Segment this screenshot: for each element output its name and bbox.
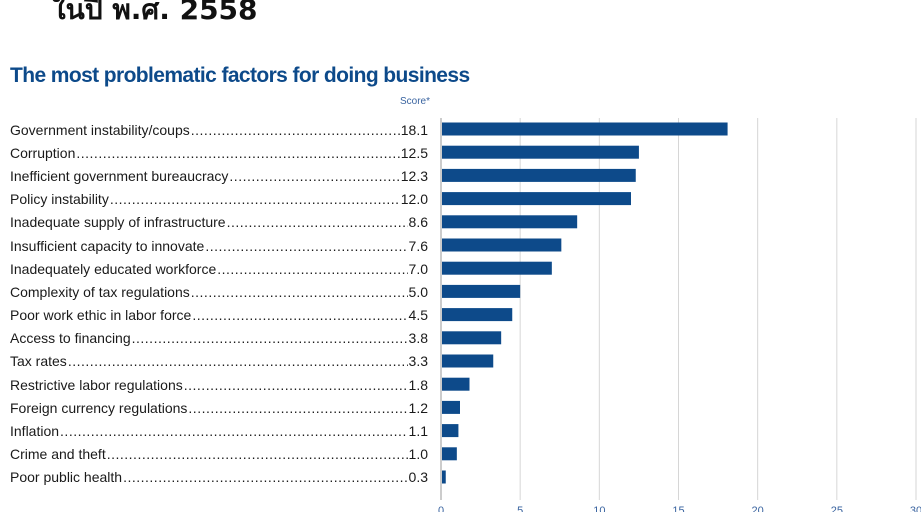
data-label: 7.6 [408, 237, 428, 254]
category-label: Corruption [10, 144, 76, 161]
bar-11 [442, 354, 494, 368]
category-label: Inadequate supply of infrastructure [10, 214, 226, 231]
dot-leader: ........................................… [226, 214, 408, 231]
category-row: Government instability/coups............… [10, 118, 428, 141]
category-row: Inadequate supply of infrastructure.....… [10, 211, 428, 234]
data-label: 12.3 [400, 167, 428, 184]
chart-title: The most problematic factors for doing b… [10, 64, 470, 87]
x-tick-label-30: 30 [910, 505, 921, 512]
bar-16 [442, 470, 446, 484]
category-label: Poor public health [10, 469, 123, 486]
category-label-list: Government instability/coups............… [10, 118, 428, 489]
category-row: Crime and theft.........................… [10, 443, 428, 466]
bar-10 [442, 331, 502, 345]
category-row: Tax rates...............................… [10, 350, 428, 373]
bar-4 [442, 192, 631, 206]
category-row: Complexity of tax regulations...........… [10, 280, 428, 303]
bar-8 [442, 284, 521, 298]
data-label: 18.1 [400, 121, 428, 138]
category-row: Policy instability......................… [10, 188, 428, 211]
category-row: Foreign currency regulations............… [10, 396, 428, 419]
category-row: Inadequately educated workforce.........… [10, 257, 428, 280]
x-tick-label-0: 0 [438, 505, 444, 512]
x-tick-label-5: 5 [517, 505, 523, 512]
category-label: Access to financing [10, 330, 131, 347]
x-tick-label-15: 15 [672, 505, 684, 512]
dot-leader: ........................................… [106, 446, 408, 463]
dot-leader: ........................................… [192, 307, 408, 324]
data-label: 0.3 [408, 469, 428, 486]
x-tick-label-25: 25 [831, 505, 843, 512]
bar-2 [442, 145, 639, 159]
bar-14 [442, 424, 459, 438]
data-label: 8.6 [408, 214, 428, 231]
bar-9 [442, 308, 513, 322]
bar-7 [442, 261, 552, 275]
data-label: 3.3 [408, 353, 428, 370]
dot-leader: ........................................… [190, 121, 400, 138]
dot-leader: ........................................… [190, 283, 408, 300]
bar-3 [442, 168, 636, 182]
dot-leader: ........................................… [67, 353, 408, 370]
data-label: 3.8 [408, 330, 428, 347]
category-label: Government instability/coups [10, 121, 190, 138]
category-row: Poor work ethic in labor force..........… [10, 304, 428, 327]
dot-leader: ........................................… [183, 376, 408, 393]
bar-13 [442, 400, 460, 414]
x-tick-label-10: 10 [593, 505, 605, 512]
category-label: Insufficient capacity to innovate [10, 237, 205, 254]
data-label: 12.0 [400, 191, 428, 208]
bar-6 [442, 238, 562, 252]
category-row: Access to financing.....................… [10, 327, 428, 350]
data-label: 7.0 [408, 260, 428, 277]
dot-leader: ........................................… [123, 469, 408, 486]
category-label: Restrictive labor regulations [10, 376, 183, 393]
dot-leader: ........................................… [60, 423, 408, 440]
dot-leader: ........................................… [188, 399, 408, 416]
category-label: Policy instability [10, 191, 109, 208]
dot-leader: ........................................… [76, 144, 400, 161]
category-label: Inflation [10, 423, 60, 440]
bar-1 [442, 122, 728, 136]
category-row: Restrictive labor regulations...........… [10, 373, 428, 396]
category-row: Insufficient capacity to innovate.......… [10, 234, 428, 257]
category-row: Inflation...............................… [10, 419, 428, 442]
data-label: 12.5 [400, 144, 428, 161]
page-header-text: ในปี พ.ศ. 2558 [52, 0, 258, 26]
category-label: Tax rates [10, 353, 67, 370]
category-row: Poor public health......................… [10, 466, 428, 489]
data-label: 5.0 [408, 283, 428, 300]
data-label: 1.8 [408, 376, 428, 393]
x-tick-label-20: 20 [752, 505, 764, 512]
category-label: Complexity of tax regulations [10, 283, 190, 300]
data-label: 1.2 [408, 399, 428, 416]
dot-leader: ........................................… [109, 191, 400, 208]
dot-leader: ........................................… [217, 260, 407, 277]
score-column-label: Score* [399, 96, 430, 107]
data-label: 4.5 [408, 307, 428, 324]
category-row: Inefficient government bureaucracy......… [10, 164, 428, 187]
dot-leader: ........................................… [229, 167, 400, 184]
data-label: 1.1 [408, 423, 428, 440]
dot-leader: ........................................… [205, 237, 408, 254]
bar-12 [442, 377, 470, 391]
category-label: Foreign currency regulations [10, 399, 188, 416]
category-label: Inefficient government bureaucracy [10, 167, 229, 184]
data-label: 1.0 [408, 446, 428, 463]
category-label: Crime and theft [10, 446, 106, 463]
dot-leader: ........................................… [131, 330, 408, 347]
category-label: Poor work ethic in labor force [10, 307, 192, 324]
category-row: Corruption..............................… [10, 141, 428, 164]
category-label: Inadequately educated workforce [10, 260, 217, 277]
bar-5 [442, 215, 578, 229]
bar-15 [442, 447, 457, 461]
